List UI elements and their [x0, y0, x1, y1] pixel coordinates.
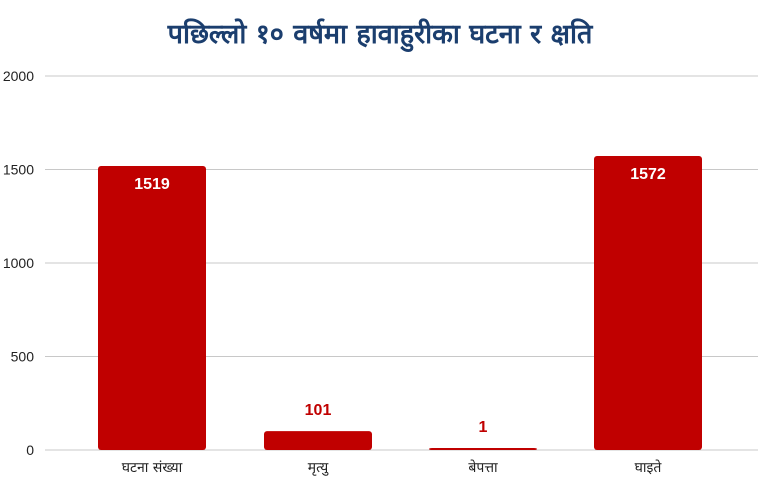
bar [594, 156, 702, 450]
data-label: 1519 [134, 176, 170, 193]
y-tick-label: 0 [26, 442, 34, 458]
x-category-label: घटना संख्या [122, 460, 183, 476]
x-category-label: घाइते [635, 459, 663, 476]
data-label: 1 [479, 419, 488, 436]
x-category-label: मृत्यु [308, 460, 330, 476]
y-tick-label: 1500 [3, 162, 34, 178]
x-category-label: बेपत्ता [468, 459, 498, 476]
data-label: 101 [305, 402, 332, 419]
y-tick-label: 500 [11, 349, 35, 365]
y-tick-label: 1000 [3, 255, 34, 271]
data-label: 1572 [630, 166, 666, 183]
bar [264, 431, 372, 450]
chart-title: पछिल्लो १० वर्षमा हावाहुरीका घटना र क्षत… [167, 19, 593, 50]
bar [429, 448, 537, 450]
bar [98, 165, 206, 450]
y-tick-label: 2000 [3, 68, 34, 84]
